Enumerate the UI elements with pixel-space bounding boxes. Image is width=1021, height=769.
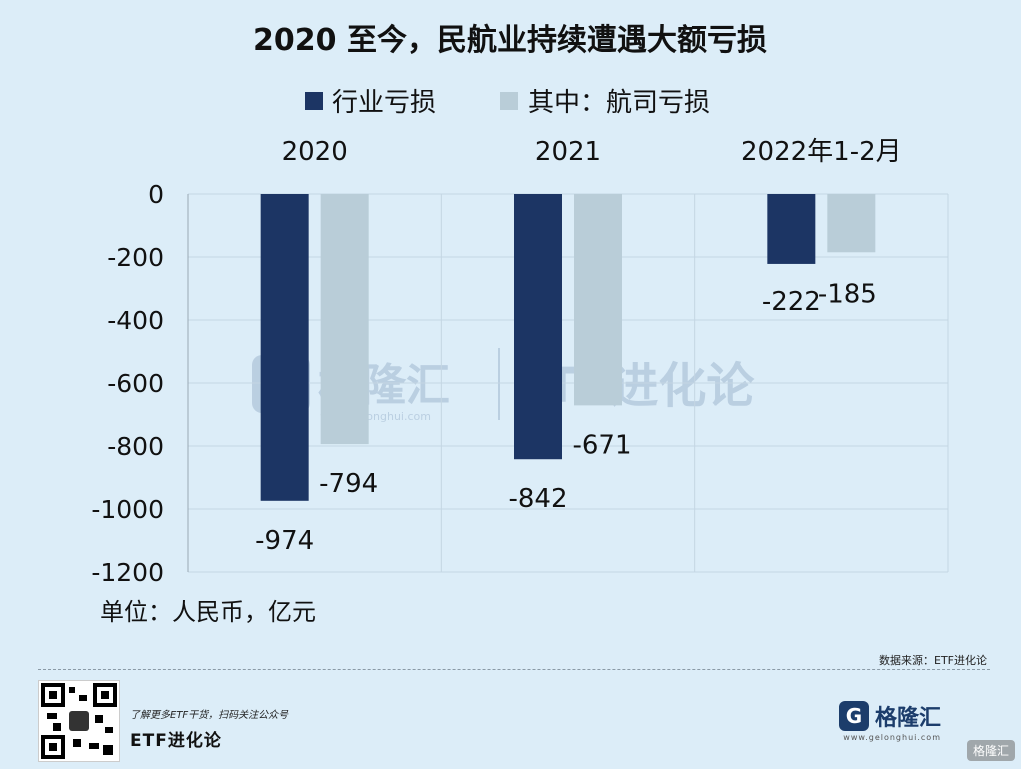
y-tick-label: -1000	[91, 495, 164, 524]
legend-swatch-industry	[305, 92, 323, 110]
legend-label-airline: 其中：航司亏损	[528, 88, 710, 118]
brand-name: ETF进化论	[130, 731, 222, 751]
y-tick-label: -200	[107, 243, 164, 272]
y-tick-label: -800	[107, 432, 164, 461]
data-source: 数据来源：ETF进化论	[879, 654, 987, 667]
y-tick-label: -400	[107, 306, 164, 335]
data-label: -842	[508, 484, 567, 514]
chart-title: 2020 至今，民航业持续遭遇大额亏损	[253, 23, 767, 58]
bar-industry	[260, 194, 309, 501]
gelonghui-logo: G 格隆汇	[838, 700, 941, 732]
bar-industry	[514, 194, 562, 460]
bar-airline	[574, 194, 622, 406]
unit-label: 单位：人民币，亿元	[100, 598, 316, 626]
data-label: -671	[572, 430, 631, 460]
promo-text: 了解更多ETF干货，扫码关注公众号	[130, 710, 289, 721]
watermark-divider	[498, 348, 500, 420]
legend-swatch-airline	[500, 92, 518, 110]
corner-logo: 格隆汇	[966, 740, 1015, 761]
logo-url: www.gelonghui.com	[843, 733, 941, 742]
data-label: -974	[255, 526, 314, 556]
legend-label-industry: 行业亏损	[332, 88, 436, 118]
chart: 2020 至今，民航业持续遭遇大额亏损 行业亏损 其中：航司亏损 格隆汇 www…	[91, 23, 949, 626]
data-label: -222	[762, 287, 821, 317]
y-tick-label: 0	[148, 180, 164, 209]
bar-airline	[827, 194, 876, 253]
category-label: 2020	[282, 137, 348, 167]
plot-area: 0 -200 -400 -600 -800 -1000 -1200 2020 -974-794 2…	[91, 137, 949, 587]
bar-airline	[320, 194, 369, 445]
category-label: 2021	[535, 137, 601, 167]
category-label: 2022年1-2月	[741, 137, 902, 167]
y-tick-label: -1200	[91, 558, 164, 587]
legend: 行业亏损 其中：航司亏损	[305, 88, 710, 118]
footer-divider	[38, 669, 990, 670]
data-label: -794	[319, 469, 378, 499]
y-tick-label: -600	[107, 369, 164, 398]
qr-code-icon	[38, 680, 120, 762]
logo-mark-icon: G	[838, 701, 869, 731]
data-label: -185	[818, 279, 877, 309]
bar-industry	[767, 194, 816, 264]
logo-text: 格隆汇	[874, 706, 941, 731]
